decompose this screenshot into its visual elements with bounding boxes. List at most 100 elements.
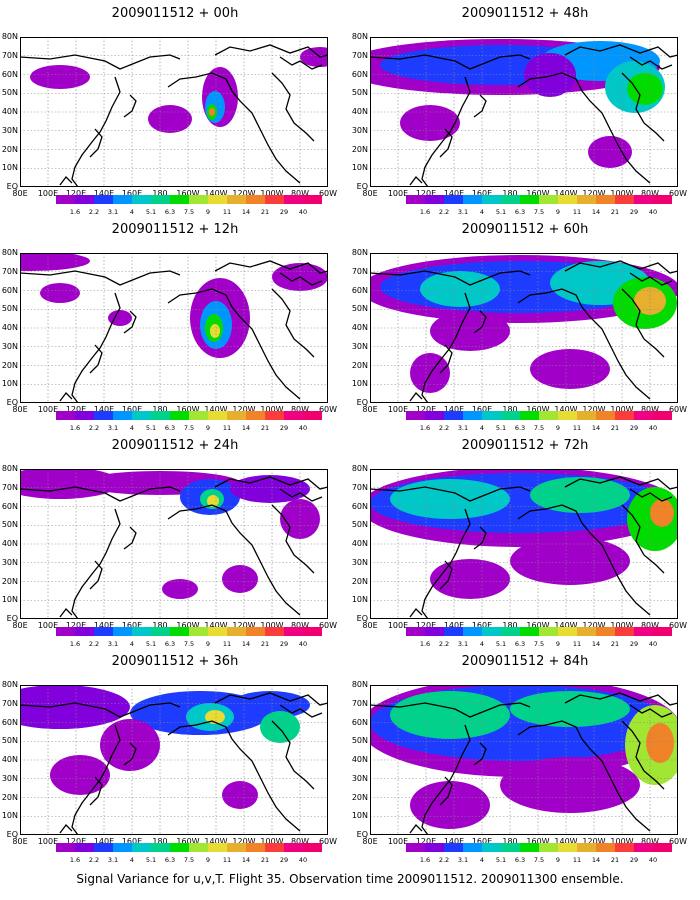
colorbar-swatch xyxy=(482,627,501,636)
colorbar-swatch xyxy=(303,627,322,636)
coastline xyxy=(71,724,121,835)
lat-tick-label: 30N xyxy=(1,341,18,351)
colorbar-label: 4 xyxy=(479,208,485,216)
colorbar-label: 40 xyxy=(648,856,658,864)
variance-contour xyxy=(390,691,510,739)
colorbar-swatch xyxy=(151,411,170,420)
map-frame xyxy=(370,685,678,835)
variance-contour xyxy=(108,310,132,326)
lat-tick-label: 10N xyxy=(1,811,18,821)
variance-contour xyxy=(162,579,198,599)
colorbar-label: 14 xyxy=(591,856,601,864)
coastline xyxy=(279,56,323,70)
colorbar-label: 21 xyxy=(260,640,270,648)
colorbar-swatch xyxy=(284,411,303,420)
colorbar-swatch xyxy=(482,411,501,420)
colorbar-swatch xyxy=(520,627,539,636)
variance-contour xyxy=(260,711,300,743)
lat-tick-label: 20N xyxy=(1,360,18,370)
lon-tick-label: 180 xyxy=(502,189,518,198)
lat-tick-label: 20N xyxy=(351,360,368,370)
lon-tick-label: 60W xyxy=(668,837,688,846)
lat-tick-label: 50N xyxy=(1,520,18,530)
colorbar-label: 1.6 xyxy=(419,424,431,432)
colorbar-swatch xyxy=(444,411,463,420)
colorbar-swatch xyxy=(94,195,113,204)
colorbar-label: 11 xyxy=(222,424,232,432)
lat-tick-label: EQ xyxy=(6,182,18,191)
lon-tick-label: 80W xyxy=(290,621,310,630)
map-frame xyxy=(20,37,328,187)
coastline xyxy=(370,54,531,70)
lon-tick-label: 120W xyxy=(232,189,256,198)
coastline xyxy=(59,392,73,402)
colorbar-label: 29 xyxy=(629,640,639,648)
colorbar-swatch xyxy=(444,627,463,636)
variance-contour xyxy=(650,499,674,527)
colorbar-label: 40 xyxy=(298,208,308,216)
lon-tick-label: 100E xyxy=(37,405,59,414)
colorbar-swatch xyxy=(577,195,596,204)
colorbar-label: 2.2 xyxy=(438,856,450,864)
lon-tick-label: 180 xyxy=(152,621,168,630)
lat-tick-label: 80N xyxy=(1,680,18,689)
colorbar-label: 21 xyxy=(610,424,620,432)
colorbar-label: 2.2 xyxy=(438,208,450,216)
lon-tick-label: 160W xyxy=(176,405,200,414)
colorbar-label: 11 xyxy=(222,208,232,216)
lat-tick-label: 30N xyxy=(351,341,368,351)
colorbar-swatch xyxy=(558,627,577,636)
colorbar-swatch xyxy=(615,411,634,420)
coastline xyxy=(123,94,137,118)
colorbar-label: 21 xyxy=(260,208,270,216)
colorbar-label: 29 xyxy=(279,424,289,432)
lon-tick-label: 100E xyxy=(37,189,59,198)
lat-tick-label: 10N xyxy=(351,595,368,605)
lon-tick-label: 100E xyxy=(387,621,409,630)
lat-tick-label: 40N xyxy=(1,107,18,116)
colorbar-swatch xyxy=(425,411,444,420)
colorbar-swatch xyxy=(520,195,539,204)
variance-contour xyxy=(210,324,220,338)
lon-tick-label: 140E xyxy=(93,189,115,198)
colorbar-swatch xyxy=(596,195,615,204)
colorbar-label: 29 xyxy=(279,856,289,864)
colorbar-swatch xyxy=(577,411,596,420)
coastline xyxy=(271,72,315,142)
variance-contour xyxy=(20,685,130,729)
variance-contour xyxy=(300,47,328,67)
colorbar-label: 7.5 xyxy=(183,640,195,648)
colorbar-swatch xyxy=(539,195,558,204)
colorbar-swatch xyxy=(56,411,75,420)
lat-tick-label: 60N xyxy=(351,69,368,79)
panel-title: 2009011512 + 84h xyxy=(461,654,589,669)
colorbar-label: 21 xyxy=(610,856,620,864)
coastline xyxy=(473,526,487,550)
lon-tick-label: 80E xyxy=(12,405,28,414)
colorbar-label: 6.3 xyxy=(514,208,526,216)
lon-tick-label: 120W xyxy=(582,405,606,414)
coastline xyxy=(421,292,471,403)
lat-tick-label: 40N xyxy=(351,107,368,116)
colorbar-label: 1.6 xyxy=(419,208,431,216)
colorbar-label: 1.6 xyxy=(419,856,431,864)
variance-contour xyxy=(410,353,450,393)
colorbar-label: 5.1 xyxy=(495,640,507,648)
colorbar-label: 14 xyxy=(241,856,251,864)
colorbar-swatch xyxy=(634,627,653,636)
coastline xyxy=(167,504,301,616)
colorbar-swatch xyxy=(615,195,634,204)
colorbar-swatch xyxy=(520,843,539,852)
colorbar-label: 7.5 xyxy=(533,424,545,432)
lon-tick-label: 160W xyxy=(526,621,550,630)
colorbar-swatch xyxy=(444,195,463,204)
variance-contour xyxy=(205,710,225,724)
lon-tick-label: 180 xyxy=(502,405,518,414)
variance-contour xyxy=(430,311,510,351)
lat-tick-label: EQ xyxy=(356,614,368,623)
coastline xyxy=(167,288,301,400)
lat-tick-label: 40N xyxy=(1,323,18,332)
coastline xyxy=(564,260,678,274)
colorbar-swatch xyxy=(463,195,482,204)
variance-contour xyxy=(430,559,510,599)
